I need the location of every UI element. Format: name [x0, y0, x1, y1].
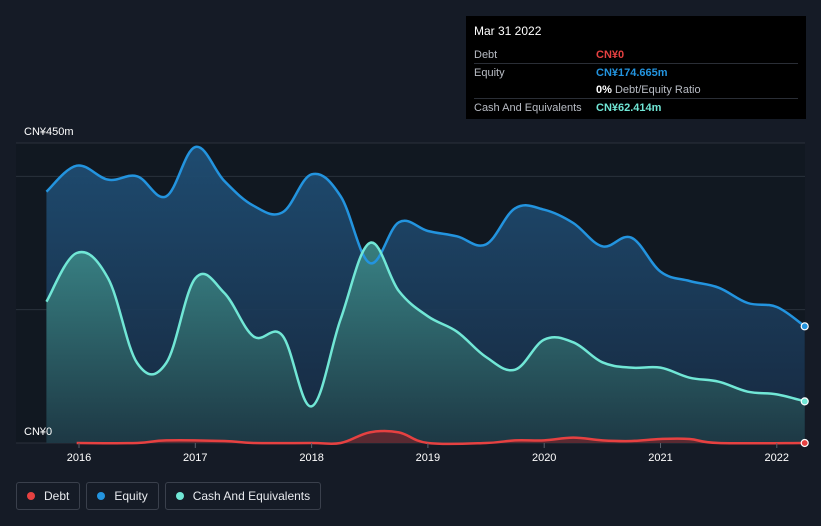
legend-label-cash: Cash And Equivalents — [192, 489, 311, 503]
legend-item-cash[interactable]: Cash And Equivalents — [164, 482, 322, 510]
endpoint-debt — [800, 438, 809, 448]
y-axis-top-label: CN¥450m — [24, 126, 74, 138]
tooltip-ratio-label: Debt/Equity Ratio — [614, 83, 701, 96]
line-cash-and-equivalents — [45, 241, 806, 408]
legend-item-equity[interactable]: Equity — [86, 482, 159, 510]
line-equity — [45, 145, 806, 328]
legend-label-equity: Equity — [114, 489, 148, 503]
y-axis-bottom-label: CN¥0 — [24, 426, 52, 438]
series-lines — [45, 145, 806, 446]
tooltip-ratio-value: 0% — [596, 83, 612, 96]
legend: Debt Equity Cash And Equivalents — [16, 482, 327, 510]
endpoint-equity — [800, 322, 809, 331]
legend-label-debt: Debt — [44, 489, 70, 503]
endpoint-cash-and-equivalents — [800, 397, 809, 406]
legend-dot-cash — [175, 492, 184, 500]
x-tick-label-2016: 2016 — [67, 452, 91, 464]
legend-dot-equity — [97, 492, 106, 500]
legend-item-debt[interactable]: Debt — [16, 482, 81, 510]
tooltip-equity-row: Equity CN¥174.665m — [474, 63, 798, 81]
x-tick-label-2020: 2020 — [532, 452, 556, 464]
series-endpoints — [800, 322, 809, 448]
tooltip-equity-value: CN¥174.665m — [596, 66, 668, 79]
x-tick-label-2019: 2019 — [416, 452, 440, 464]
tooltip-debt-value: CN¥0 — [596, 48, 625, 61]
tooltip-ratio-row: 0% Debt/Equity Ratio — [474, 81, 798, 98]
x-tick-label-2018: 2018 — [299, 452, 323, 464]
x-tick-label-2022: 2022 — [765, 452, 789, 464]
tooltip-debt-label: Debt — [474, 48, 498, 61]
tooltip-equity-label: Equity — [474, 66, 505, 79]
x-axis: 2016 2017 2018 2019 2020 2021 2022 — [67, 443, 789, 464]
x-tick-label-2017: 2017 — [183, 452, 207, 464]
legend-dot-debt — [27, 492, 35, 500]
x-tick-label-2021: 2021 — [648, 452, 672, 464]
tooltip: Mar 31 2022 Debt CN¥0 Equity CN¥174.665m… — [466, 16, 806, 119]
tooltip-cash-row: Cash And Equivalents CN¥62.414m — [474, 98, 798, 116]
tooltip-cash-label: Cash And Equivalents — [474, 101, 582, 114]
area-cash-and-equivalents — [46, 242, 805, 443]
tooltip-date: Mar 31 2022 — [474, 24, 542, 38]
tooltip-debt-row: Debt CN¥0 — [474, 46, 798, 63]
tooltip-cash-value: CN¥62.414m — [596, 101, 662, 114]
line-debt — [76, 429, 805, 446]
